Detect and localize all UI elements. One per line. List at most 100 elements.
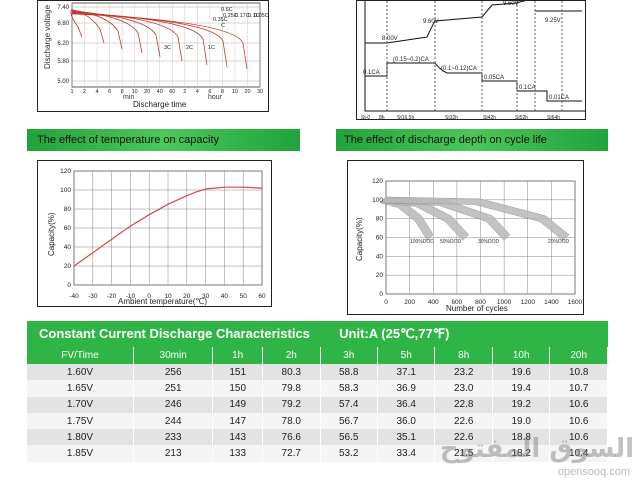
x-tick-label: 60 [169,89,175,95]
table-cell: 21.5 [434,445,493,462]
discharge-time-panel: 3C 2C 1C 0.6C 0.25C 0.17C 0.1C 0.05C 0.35C C 7.40… [37,0,269,112]
column-header: 10h [492,347,551,364]
unit-min-label: min [123,94,134,101]
discharge-curve [71,13,248,70]
table-cell: 36.0 [377,412,436,430]
current-label-3: (0.1~0.12)CA [441,66,477,72]
y-tick-label: 40 [376,253,384,260]
table-cell: 23.0 [434,380,493,397]
table-cell: 22.6 [434,429,493,446]
time-label-7: St64h [547,115,560,121]
y-tick-label: 100 [372,197,383,204]
x-tick-label: 50 [240,293,248,300]
charge-chart: 8.00V 9.60V 9.60V 9.25V 0.1CA (0.15~0.2)… [361,0,585,121]
x-tick-label: 4 [96,89,99,95]
table-row: 1.75V 244 147 78.0 56.7 36.0 22.6 19.0 10.6 [27,412,608,430]
table-cell: 33.4 [377,445,436,462]
column-header: 2h [262,347,321,364]
y-tick-label: 6.80 [57,21,69,27]
temp-xlabel: Ambient temperature(℃) [118,297,207,306]
y-tick-label: 60 [64,225,72,232]
table-cell: 251 [133,380,214,397]
curve-label: 0.05C [254,13,269,19]
x-tick-label: 60 [258,293,266,300]
time-label-3: St16.5h [397,115,414,121]
discharge-xlabel: Discharge time [133,100,187,109]
table-cell: 72.7 [262,445,321,462]
x-tick-label: 40 [221,293,229,300]
column-header: 1h [212,347,264,364]
x-tick-label: 1 [70,89,73,95]
discharge-curve [70,8,83,38]
table-cell: 80.3 [262,364,321,381]
row-voltage-cell: 1.75V [27,412,134,430]
x-tick-label: 30 [202,293,210,300]
table-cell: 10.6 [549,396,608,413]
table-cell: 36.9 [377,380,436,397]
table-cell: 10.6 [549,412,608,430]
y-tick-label: 6.20 [57,41,69,47]
voltage-label-1: 8.00V [382,36,398,42]
cycle-life-chart: 0 20 40 60 80 100 120 0 200 400 600 800 1000 1200 140… [355,178,583,313]
y-tick-label: 80 [64,206,72,213]
x-tick-label: 2 [183,89,186,95]
x-tick-label: 1400 [544,299,559,306]
current-label-4: 0.05CA [484,75,504,81]
table-cell: 56.5 [320,429,378,446]
current-label-1: 0.1CA [363,70,380,76]
voltage-label-2: 9.60V [423,19,439,25]
y-tick-label: 0 [67,282,71,289]
table-cell: 246 [133,396,214,413]
discharge-table: FV/Time 30min 1h 2h 3h 5h 8h 10h 20h 1.60V 256 151… [27,347,608,462]
charge-characteristic-panel: 8.00V 9.60V 9.60V 9.25V 0.1CA (0.15~0.2)… [356,0,586,121]
table-row: 1.70V 246 149 79.2 57.4 36.4 22.8 19.2 10.6 [27,396,608,413]
table-cell: 37.1 [377,364,436,381]
discharge-ylabel: Discharge voltage [43,4,52,69]
column-header: 5h [377,347,436,364]
temperature-caption-bar: The effect of temperature on capacity [27,129,300,151]
table-cell: 147 [212,412,264,430]
table-cell: 244 [133,412,214,430]
table-cell: 78.0 [262,412,321,430]
x-tick-label: 20 [183,293,191,300]
column-header: 20h [549,347,608,364]
table-cell: 19.0 [492,412,551,430]
discharge-curve [71,12,228,68]
table-header-row: FV/Time 30min 1h 2h 3h 5h 8h 10h 20h [27,347,608,364]
column-header: FV/Time [27,347,134,364]
table-row: 1.85V 213 133 72.7 53.2 33.4 21.5 18.2 10.4 [27,445,608,462]
dod-band [379,196,570,241]
x-tick-label: 4 [196,89,199,95]
curve-label: 2C [186,45,193,51]
time-label-5: St42h [483,115,496,121]
table-cell: 10.4 [549,445,608,462]
column-header: 8h [434,347,493,364]
y-tick-label: 120 [372,178,383,185]
x-tick-label: -20 [107,293,117,300]
temperature-chart: 0 20 40 60 80 100 120 -40 -30 -20 -10 0 10 20 30 40 50 6… [47,168,266,306]
y-tick-label: 80 [376,216,384,223]
table-cell: 233 [133,429,214,446]
x-tick-label: -30 [88,293,98,300]
x-tick-label: 1000 [497,299,512,306]
table-cell: 10.7 [549,380,608,397]
table-cell: 19.2 [492,396,551,413]
table-cell: 79.8 [262,380,321,397]
curve-label: 0.17C [235,13,250,19]
row-voltage-cell: 1.65V [27,380,134,397]
table-cell: 57.4 [320,396,378,413]
dod-label-20: 20%DOD [548,239,570,245]
table-cell: 213 [133,445,214,462]
y-tick-label: 40 [64,244,72,251]
x-tick-label: 0 [147,293,151,300]
y-tick-label: 60 [376,235,384,242]
table-cell: 58.8 [320,364,378,381]
row-voltage-cell: 1.85V [27,445,134,462]
voltage-label-4: 9.25V [545,18,561,24]
curve-label: 0.25C [223,13,238,19]
x-tick-label: 10 [164,293,172,300]
x-tick-label: -40 [69,293,79,300]
x-tick-label: 600 [451,299,462,306]
voltage-label-3: 9.60V [503,1,519,7]
table-cell: 10.8 [549,364,608,381]
